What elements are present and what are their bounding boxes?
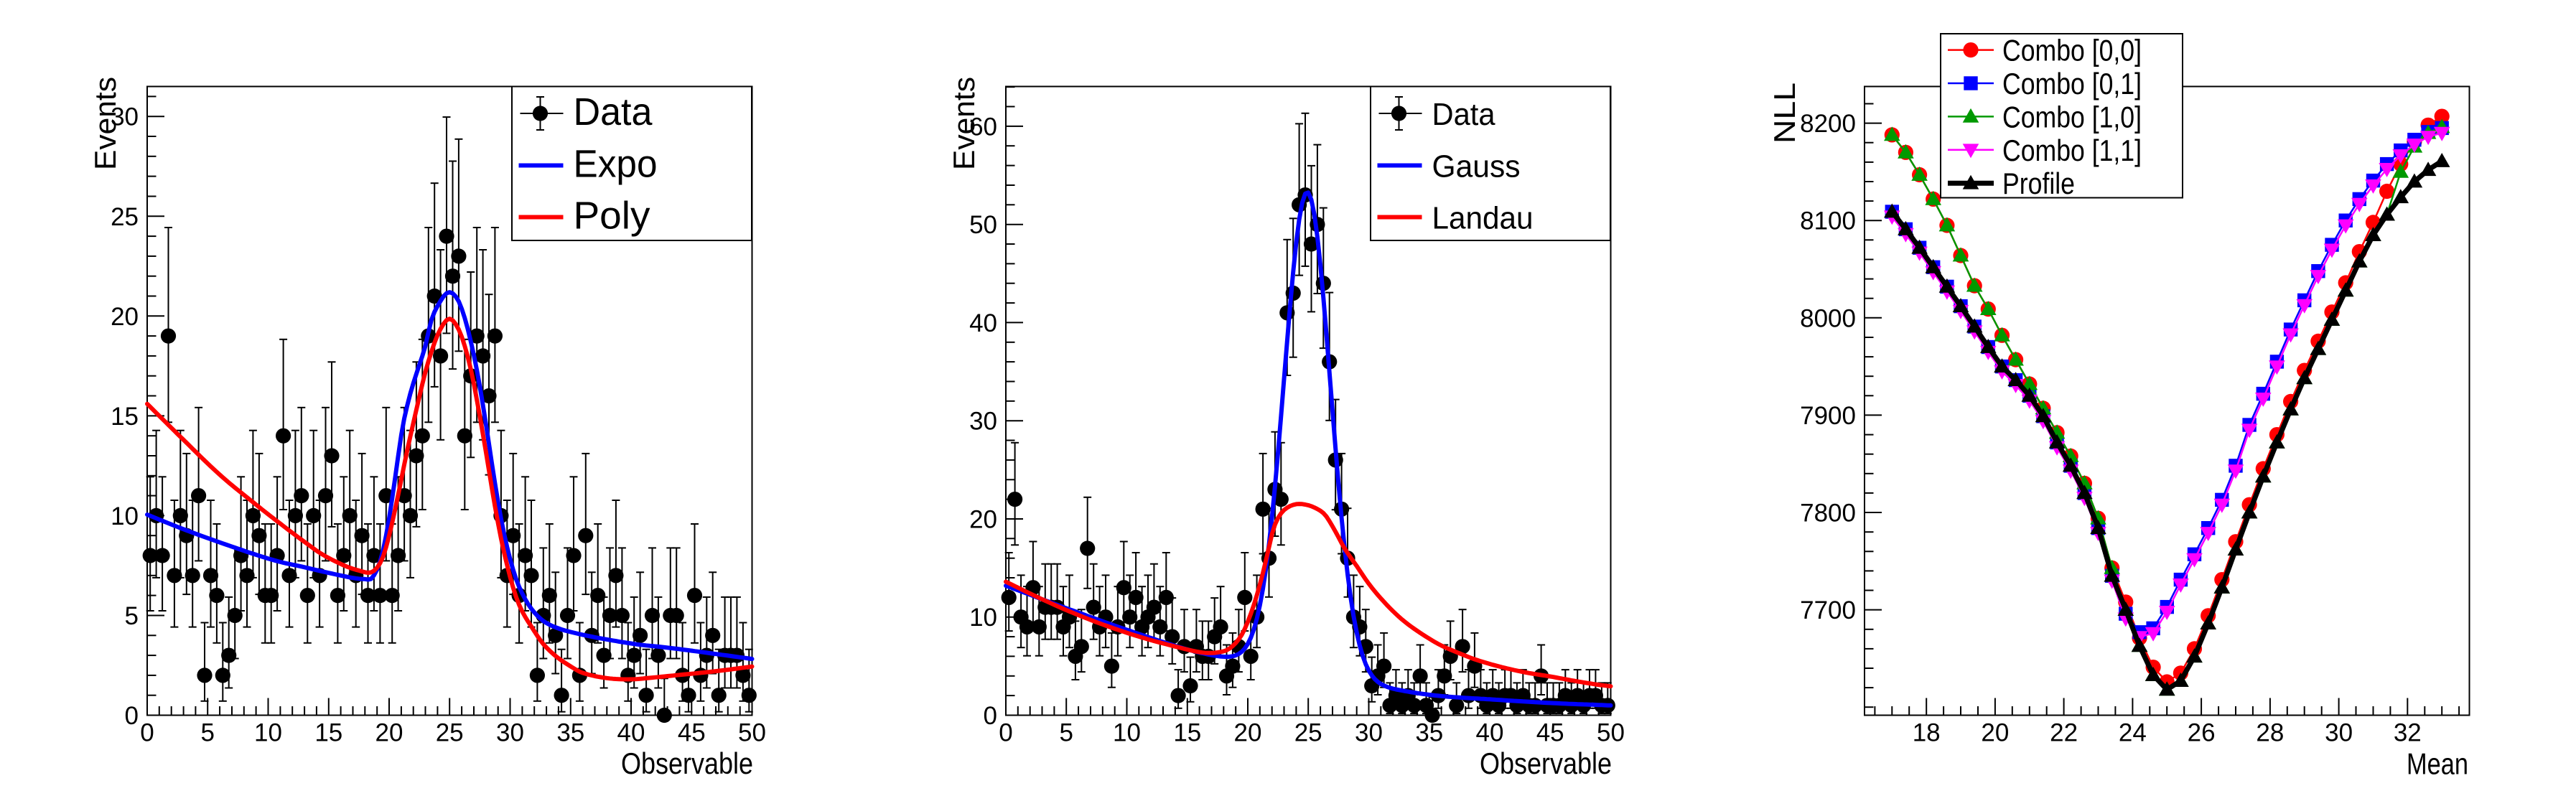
svg-text:30: 30 bbox=[969, 408, 997, 436]
svg-text:25: 25 bbox=[111, 203, 139, 231]
svg-text:40: 40 bbox=[1476, 719, 1504, 747]
svg-text:24: 24 bbox=[2119, 719, 2147, 747]
svg-text:18: 18 bbox=[1913, 719, 1941, 747]
svg-text:20: 20 bbox=[375, 719, 403, 747]
svg-text:8100: 8100 bbox=[1800, 207, 1856, 235]
svg-text:0: 0 bbox=[984, 702, 997, 730]
svg-text:30: 30 bbox=[111, 103, 139, 131]
svg-text:Combo [0,1]: Combo [0,1] bbox=[2002, 67, 2142, 100]
svg-text:Landau: Landau bbox=[1432, 201, 1534, 236]
svg-text:22: 22 bbox=[2050, 719, 2078, 747]
svg-text:10: 10 bbox=[254, 719, 282, 747]
svg-text:25: 25 bbox=[436, 719, 464, 747]
svg-text:Observable: Observable bbox=[621, 746, 753, 780]
svg-text:7700: 7700 bbox=[1800, 596, 1856, 624]
svg-text:35: 35 bbox=[556, 719, 584, 747]
svg-text:7800: 7800 bbox=[1800, 500, 1856, 528]
svg-text:30: 30 bbox=[2325, 719, 2353, 747]
svg-text:35: 35 bbox=[1415, 719, 1443, 747]
svg-text:32: 32 bbox=[2394, 719, 2422, 747]
svg-text:Gauss: Gauss bbox=[1432, 149, 1521, 184]
svg-text:7900: 7900 bbox=[1800, 402, 1856, 430]
svg-text:40: 40 bbox=[617, 719, 645, 747]
svg-text:0: 0 bbox=[140, 719, 154, 747]
svg-text:Events: Events bbox=[947, 77, 981, 170]
svg-text:5: 5 bbox=[125, 602, 139, 630]
svg-text:10: 10 bbox=[969, 604, 997, 632]
svg-text:40: 40 bbox=[969, 309, 997, 337]
svg-text:50: 50 bbox=[969, 211, 997, 239]
svg-text:10: 10 bbox=[1113, 719, 1141, 747]
svg-text:20: 20 bbox=[969, 506, 997, 534]
svg-text:28: 28 bbox=[2256, 719, 2284, 747]
svg-text:Mean: Mean bbox=[2407, 747, 2468, 781]
svg-text:15: 15 bbox=[1173, 719, 1201, 747]
svg-text:Combo [1,0]: Combo [1,0] bbox=[2002, 100, 2142, 134]
svg-text:5: 5 bbox=[200, 719, 214, 747]
svg-text:Poly: Poly bbox=[574, 195, 650, 238]
svg-text:10: 10 bbox=[111, 502, 139, 530]
svg-text:0: 0 bbox=[125, 702, 139, 730]
svg-text:20: 20 bbox=[111, 303, 139, 331]
svg-text:5: 5 bbox=[1059, 719, 1073, 747]
svg-text:50: 50 bbox=[738, 719, 766, 747]
svg-text:26: 26 bbox=[2188, 719, 2216, 747]
svg-text:45: 45 bbox=[678, 719, 706, 747]
svg-text:Profile: Profile bbox=[2002, 167, 2075, 200]
svg-text:20: 20 bbox=[1981, 719, 2009, 747]
svg-text:0: 0 bbox=[999, 719, 1012, 747]
svg-text:Combo [0,0]: Combo [0,0] bbox=[2002, 34, 2142, 67]
svg-text:25: 25 bbox=[1294, 719, 1322, 747]
svg-text:15: 15 bbox=[314, 719, 342, 747]
svg-text:8200: 8200 bbox=[1800, 110, 1856, 138]
svg-text:60: 60 bbox=[969, 113, 997, 141]
svg-text:8000: 8000 bbox=[1800, 304, 1856, 332]
svg-text:30: 30 bbox=[496, 719, 524, 747]
svg-text:Combo [1,1]: Combo [1,1] bbox=[2002, 134, 2142, 167]
svg-text:45: 45 bbox=[1536, 719, 1564, 747]
svg-text:Events: Events bbox=[88, 77, 122, 170]
svg-text:30: 30 bbox=[1355, 719, 1383, 747]
svg-text:Data: Data bbox=[1432, 97, 1495, 132]
svg-text:Data: Data bbox=[574, 90, 653, 134]
svg-text:Observable: Observable bbox=[1480, 746, 1612, 780]
svg-text:15: 15 bbox=[111, 403, 139, 431]
svg-text:50: 50 bbox=[1597, 719, 1625, 747]
svg-text:20: 20 bbox=[1234, 719, 1262, 747]
svg-text:Expo: Expo bbox=[574, 143, 658, 186]
svg-text:NLL: NLL bbox=[1768, 83, 1801, 144]
